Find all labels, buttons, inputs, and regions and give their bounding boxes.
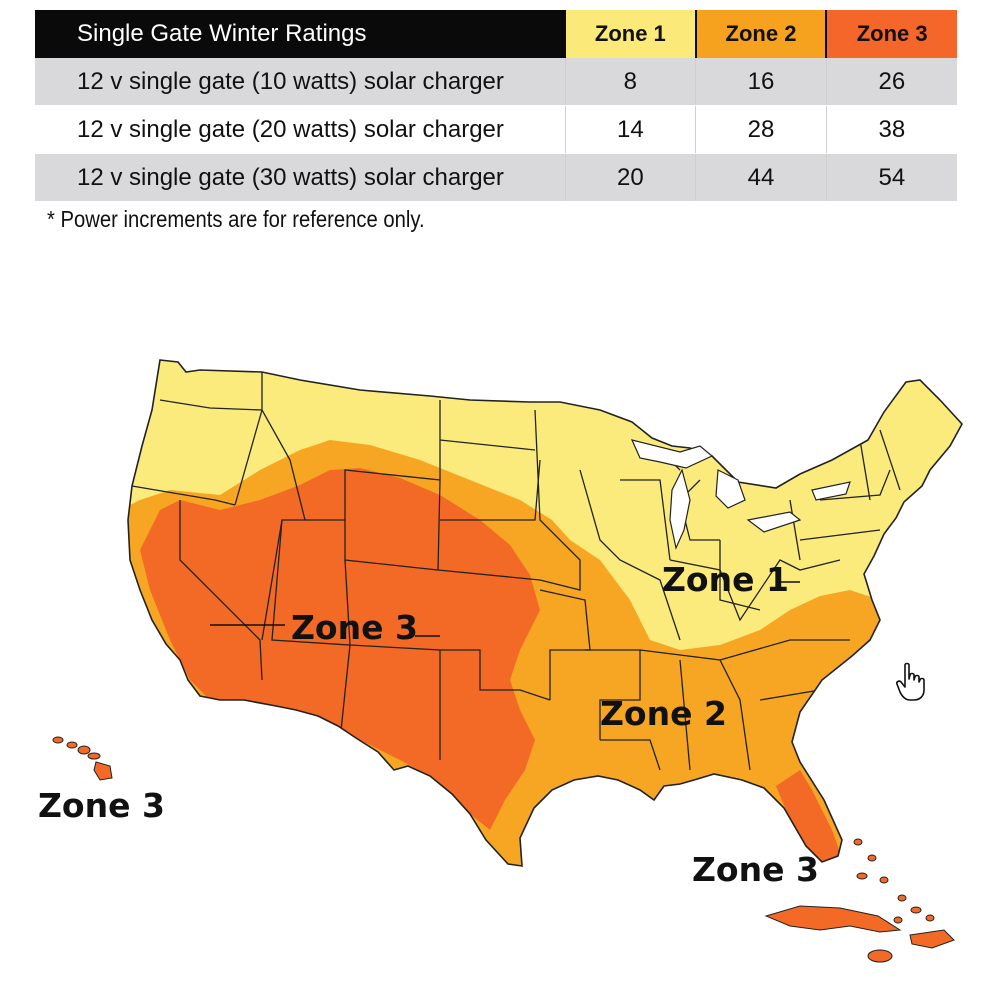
zone-2-header: Zone 2: [694, 10, 827, 58]
hawaii-islands: [52, 736, 113, 781]
zone-2-value: 28: [695, 105, 827, 154]
row-label: 12 v single gate (30 watts) solar charge…: [35, 153, 565, 202]
row-label: 12 v single gate (20 watts) solar charge…: [35, 105, 565, 154]
caribbean-islands: [764, 838, 955, 963]
row-label: 12 v single gate (10 watts) solar charge…: [35, 58, 565, 106]
zone-1-value: 14: [564, 105, 696, 154]
zone-1-value: 8: [564, 58, 696, 106]
zone-3-header: Zone 3: [825, 10, 957, 58]
table-header-row: Single Gate Winter Ratings Zone 1 Zone 2…: [35, 10, 957, 58]
zone-3-mainland-label: Zone 3: [291, 608, 418, 647]
table-row: 12 v single gate (30 watts) solar charge…: [35, 153, 957, 202]
zone-3-hawaii-label: Zone 3: [38, 786, 165, 825]
table-title: Single Gate Winter Ratings: [35, 10, 565, 58]
zone-1-mainland-label: Zone 1: [662, 560, 789, 599]
hand-pointer-icon: [896, 662, 925, 701]
zone-2-value: 44: [695, 153, 827, 202]
zone-3-value: 26: [825, 58, 957, 106]
zone-1-header: Zone 1: [564, 10, 696, 58]
great-lakes: [630, 439, 851, 550]
label-leader-lines: [210, 581, 800, 637]
florida-zone-3: [776, 770, 842, 866]
zone-3-value: 54: [825, 153, 957, 202]
zone-3-value: 38: [825, 105, 957, 154]
zone-2-value: 16: [695, 58, 827, 106]
table-row: 12 v single gate (10 watts) solar charge…: [35, 58, 957, 106]
state-borders: [131, 372, 901, 771]
zone-3-region: [140, 468, 540, 830]
table-row: 12 v single gate (20 watts) solar charge…: [35, 105, 957, 154]
zone-2-mainland-label: Zone 2: [600, 694, 727, 733]
footnote: * Power increments are for reference onl…: [47, 206, 425, 232]
zone-1-value: 20: [564, 153, 696, 202]
zone-3-caribbean-label: Zone 3: [692, 850, 819, 889]
ratings-table: Single Gate Winter Ratings Zone 1 Zone 2…: [35, 10, 957, 202]
